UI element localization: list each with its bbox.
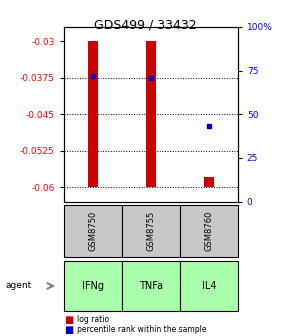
Text: TNFa: TNFa [139,281,163,291]
Text: percentile rank within the sample: percentile rank within the sample [77,326,206,334]
Text: IFNg: IFNg [82,281,104,291]
Text: IL4: IL4 [202,281,216,291]
Text: agent: agent [6,282,32,290]
Text: GSM8760: GSM8760 [204,211,213,251]
Text: ■: ■ [64,315,73,325]
Text: ■: ■ [64,325,73,335]
Bar [204,177,214,187]
Text: GSM8755: GSM8755 [146,211,155,251]
Bar [146,41,156,187]
Text: GSM8750: GSM8750 [88,211,97,251]
Text: log ratio: log ratio [77,316,109,324]
Text: GDS499 / 33432: GDS499 / 33432 [94,18,196,32]
Bar [88,41,98,187]
